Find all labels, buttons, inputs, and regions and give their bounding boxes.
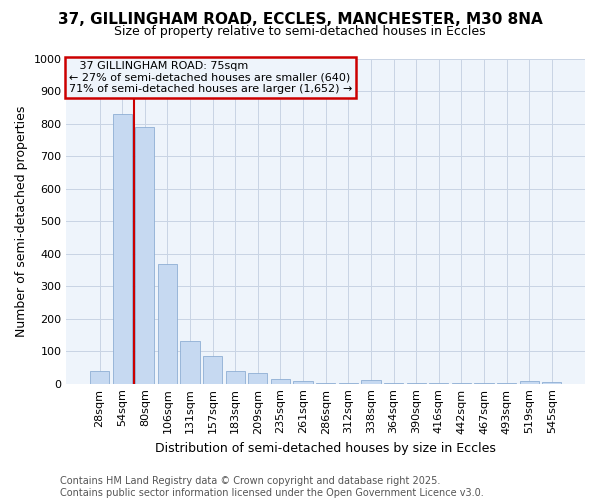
X-axis label: Distribution of semi-detached houses by size in Eccles: Distribution of semi-detached houses by … (155, 442, 496, 455)
Text: 37, GILLINGHAM ROAD, ECCLES, MANCHESTER, M30 8NA: 37, GILLINGHAM ROAD, ECCLES, MANCHESTER,… (58, 12, 542, 28)
Bar (316, 383, 335, 384)
Bar (181, 342, 200, 384)
Bar (248, 374, 268, 384)
Bar (158, 264, 177, 384)
Bar (293, 382, 313, 384)
Bar (407, 383, 426, 384)
Text: Contains HM Land Registry data © Crown copyright and database right 2025.
Contai: Contains HM Land Registry data © Crown c… (60, 476, 484, 498)
Bar (113, 114, 132, 384)
Bar (203, 356, 222, 384)
Bar (226, 372, 245, 384)
Bar (135, 127, 154, 384)
Bar (271, 380, 290, 384)
Bar (90, 372, 109, 384)
Bar (339, 383, 358, 384)
Text: Size of property relative to semi-detached houses in Eccles: Size of property relative to semi-detach… (114, 25, 486, 38)
Bar (520, 381, 539, 384)
Bar (384, 383, 403, 384)
Bar (542, 382, 562, 384)
Bar (361, 380, 380, 384)
Y-axis label: Number of semi-detached properties: Number of semi-detached properties (15, 106, 28, 337)
Text: 37 GILLINGHAM ROAD: 75sqm   
← 27% of semi-detached houses are smaller (640)
71%: 37 GILLINGHAM ROAD: 75sqm ← 27% of semi-… (69, 60, 352, 94)
